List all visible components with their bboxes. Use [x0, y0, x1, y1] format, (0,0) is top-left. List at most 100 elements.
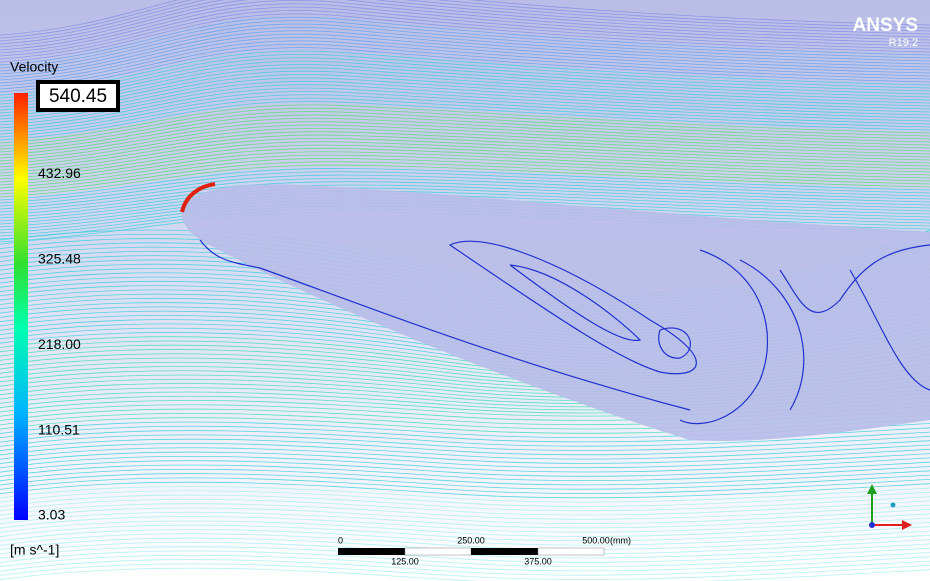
streamline	[0, 27, 930, 75]
axis-triad	[867, 484, 912, 530]
streamline	[0, 529, 930, 546]
streamline	[0, 0, 930, 48]
streamline	[0, 30, 930, 78]
streamline	[0, 107, 930, 147]
streamline	[0, 138, 930, 174]
streamline	[0, 57, 930, 102]
body-region	[181, 184, 930, 441]
streamline	[0, 174, 930, 207]
streamline	[0, 438, 930, 456]
streamline	[0, 430, 930, 447]
streamline	[0, 64, 930, 108]
legend-tick-label: 110.51	[38, 421, 80, 437]
streamline	[0, 477, 930, 494]
streamline	[0, 0, 930, 39]
logo-name: ANSYS	[853, 15, 918, 36]
streamline	[0, 87, 930, 129]
streamline	[0, 511, 930, 529]
streamline	[0, 148, 930, 183]
streamline	[0, 443, 930, 460]
scale-segment	[338, 548, 405, 555]
streamline	[0, 94, 930, 135]
legend-title: Velocity	[10, 59, 58, 75]
streamline	[0, 20, 930, 69]
streamline	[0, 90, 930, 132]
legend-max: 540.45	[49, 86, 107, 107]
streamline	[0, 554, 930, 572]
streamline	[0, 80, 930, 123]
streamline	[0, 507, 930, 525]
streamline	[0, 550, 930, 568]
streamline	[0, 104, 930, 144]
streamline	[0, 0, 930, 36]
legend-ticks: 432.96 325.48 218.00 110.51 3.03	[38, 165, 81, 523]
scale-label: 125.00	[391, 556, 419, 566]
legend-tick-label: 432.96	[38, 165, 81, 181]
streamline	[0, 464, 930, 482]
streamline	[0, 50, 930, 96]
streamline	[0, 74, 930, 117]
streamline	[0, 434, 930, 451]
streamline	[0, 559, 930, 576]
streamline	[0, 127, 930, 165]
streamline	[0, 67, 930, 111]
streamline	[0, 520, 930, 537]
streamline	[0, 134, 930, 171]
streamline	[0, 567, 930, 581]
streamline	[0, 37, 930, 84]
scale-label: 250.00	[457, 535, 485, 545]
streamline	[0, 124, 930, 162]
streamline	[0, 117, 930, 156]
streamline	[0, 84, 930, 126]
streamline	[0, 158, 930, 192]
logo-version: R19.2	[889, 37, 918, 49]
streamline	[0, 53, 930, 99]
streamline	[0, 187, 930, 219]
streamline	[0, 0, 930, 42]
streamline	[0, 121, 930, 159]
streamline	[0, 43, 930, 90]
streamline	[0, 164, 930, 198]
colorbar	[14, 93, 28, 520]
streamline	[0, 70, 930, 114]
streamline	[0, 503, 930, 520]
streamline	[0, 151, 930, 186]
scale-label: 0	[338, 535, 343, 545]
streamline	[0, 177, 930, 210]
streamline	[0, 533, 930, 550]
streamline	[0, 6, 930, 57]
recirculation	[199, 239, 930, 425]
streamline	[0, 111, 930, 150]
scale-label: 500.00	[582, 535, 610, 545]
streamline	[0, 473, 930, 490]
streamline	[0, 161, 930, 195]
streamline	[0, 60, 930, 105]
streamline	[0, 516, 930, 533]
scale-unit: (mm)	[610, 535, 631, 545]
scale-segment	[537, 547, 605, 556]
max-box	[36, 80, 120, 112]
streamline	[0, 10, 930, 60]
streamline	[0, 47, 930, 93]
streamline	[0, 40, 930, 87]
streamline	[0, 460, 930, 477]
streamline	[0, 0, 930, 51]
streamline	[0, 486, 930, 503]
scale-segment	[471, 548, 538, 555]
streamline	[0, 144, 930, 180]
streamline	[0, 447, 930, 464]
streamline	[0, 451, 930, 469]
streamline	[0, 141, 930, 177]
streamline	[0, 0, 930, 45]
streamline	[0, 455, 930, 473]
legend-unit: [m s^-1]	[10, 542, 59, 558]
streamline	[0, 23, 930, 72]
legend-tick-label: 3.03	[38, 507, 65, 523]
streamline	[0, 97, 930, 138]
streamline	[0, 184, 930, 216]
streamline	[0, 498, 930, 516]
streamline	[0, 13, 930, 63]
streamline	[0, 171, 930, 204]
streamline	[0, 3, 930, 54]
